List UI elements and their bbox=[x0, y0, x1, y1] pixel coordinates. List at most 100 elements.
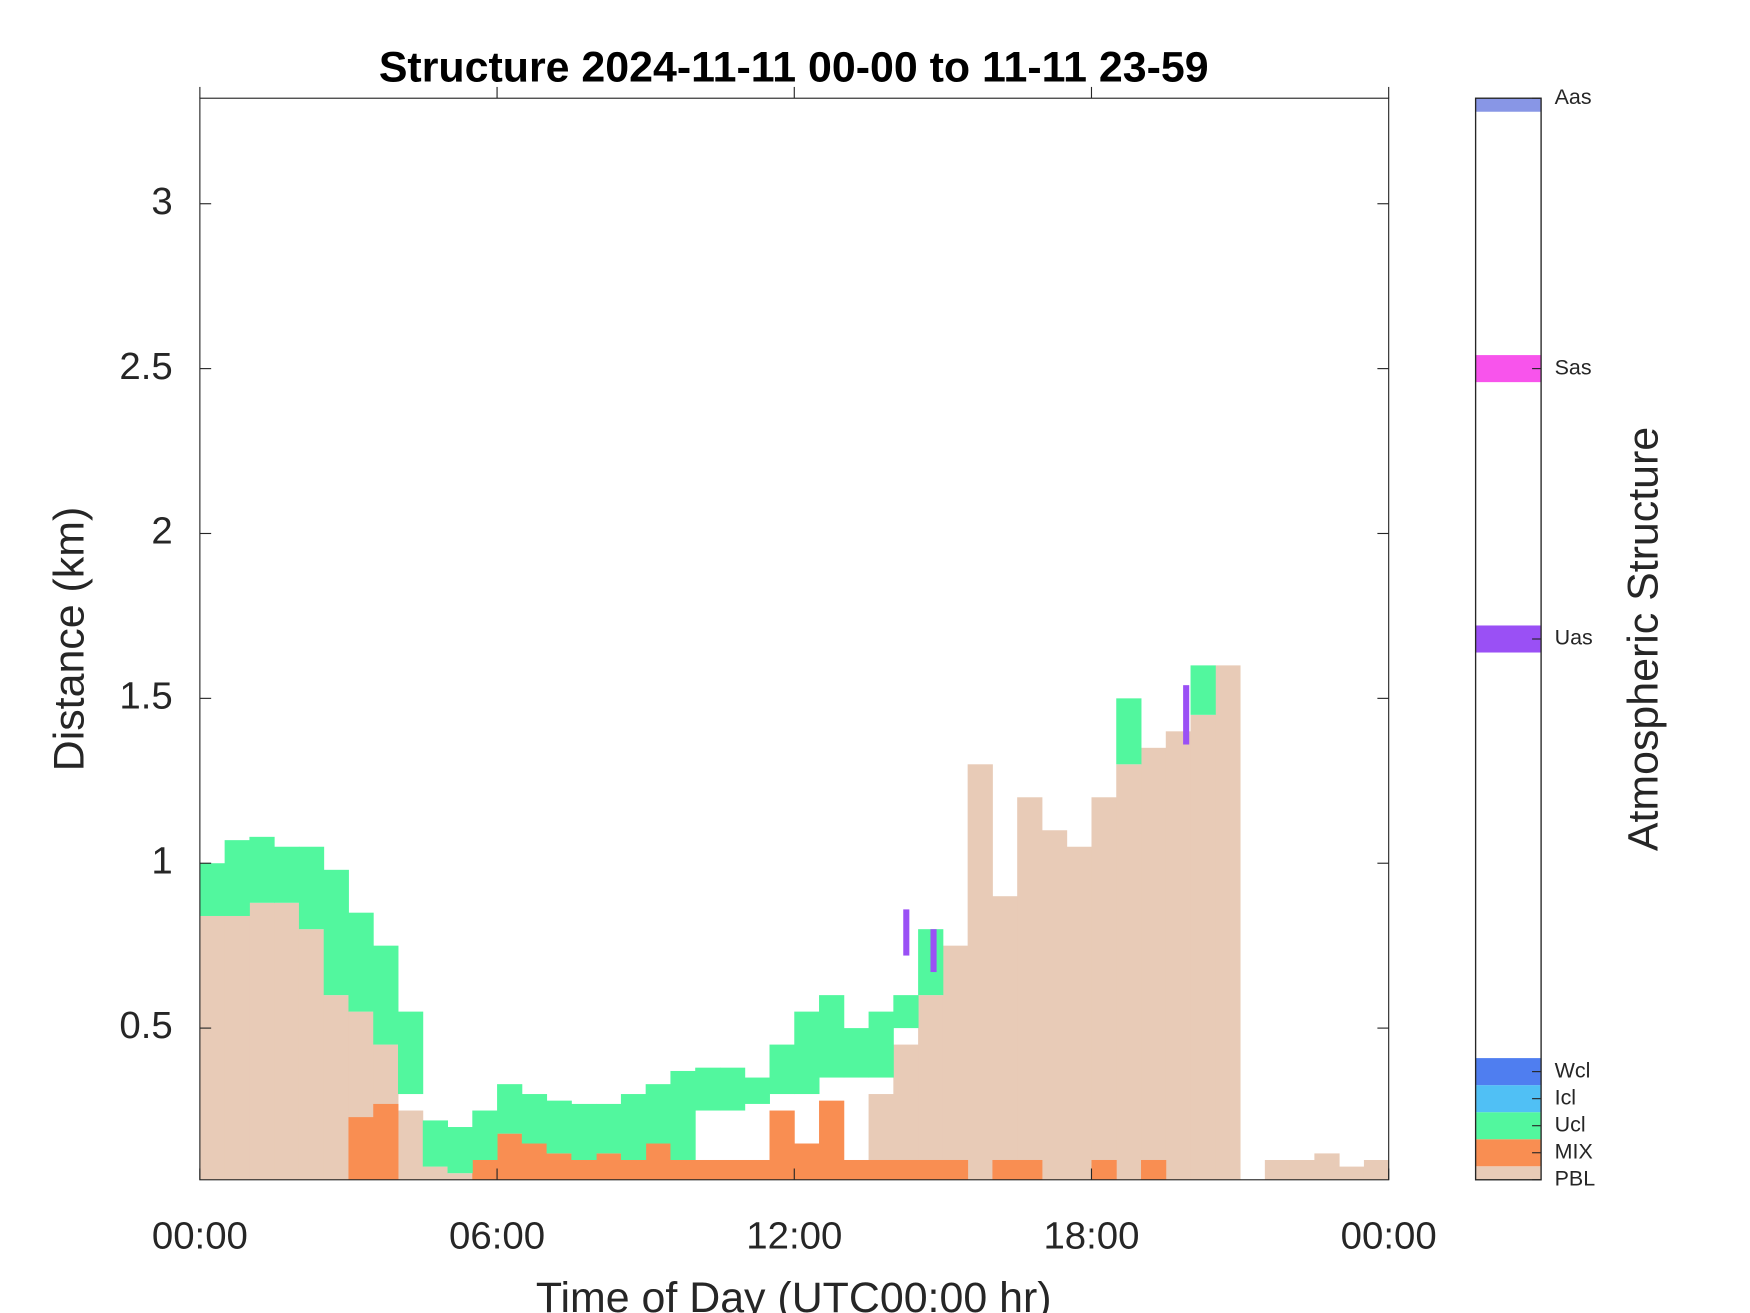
structure-cell bbox=[918, 1159, 944, 1180]
structure-cell bbox=[868, 1011, 894, 1078]
y-tick-label: 2 bbox=[151, 510, 172, 553]
structure-cell bbox=[769, 1110, 795, 1180]
structure-cell bbox=[521, 1143, 548, 1180]
structure-cell bbox=[1264, 1159, 1291, 1180]
structure-cell bbox=[744, 1077, 770, 1104]
structure-cell bbox=[323, 995, 349, 1180]
structure-cell bbox=[695, 1159, 721, 1180]
structure-cell bbox=[398, 1110, 424, 1180]
structure-cell bbox=[546, 1153, 572, 1180]
structure-cell bbox=[992, 896, 1018, 1180]
colorbar-band bbox=[1475, 355, 1542, 383]
structure-cell bbox=[1183, 685, 1190, 745]
structure-cell bbox=[1091, 797, 1117, 1180]
colorbar-box bbox=[1474, 97, 1542, 1181]
chart-title: Structure 2024-11-11 00-00 to 11-11 23-5… bbox=[379, 43, 1209, 91]
structure-cell bbox=[1116, 698, 1142, 765]
structure-cell bbox=[422, 1166, 448, 1180]
structure-cell bbox=[1116, 764, 1142, 1180]
structure-cell bbox=[1017, 1159, 1043, 1180]
structure-cell bbox=[224, 915, 250, 1180]
colorbar-label: Uas bbox=[1555, 626, 1593, 650]
structure-cell bbox=[719, 1159, 746, 1180]
structure-cell bbox=[571, 1103, 597, 1160]
structure-cell bbox=[843, 1159, 870, 1180]
structure-cell bbox=[819, 1100, 845, 1180]
structure-cell bbox=[620, 1094, 647, 1160]
structure-cell bbox=[447, 1127, 473, 1174]
colorbar-band bbox=[1475, 1139, 1542, 1167]
structure-cell bbox=[893, 1159, 919, 1180]
structure-cell bbox=[1165, 731, 1192, 1180]
structure-cell bbox=[1141, 1159, 1167, 1180]
structure-cell bbox=[323, 869, 349, 996]
structure-cell bbox=[670, 1070, 696, 1160]
structure-cell bbox=[794, 1143, 820, 1180]
colorbar-label: Ucl bbox=[1555, 1112, 1586, 1136]
structure-cell bbox=[472, 1110, 498, 1160]
colorbar-label: Wcl bbox=[1555, 1058, 1591, 1082]
structure-cell bbox=[298, 929, 325, 1180]
structure-cell bbox=[447, 1173, 473, 1180]
structure-cell bbox=[274, 846, 300, 903]
structure-cell bbox=[744, 1159, 770, 1180]
structure-cell bbox=[645, 1084, 671, 1144]
colorbar-band bbox=[1475, 98, 1542, 112]
colorbar-band bbox=[1475, 1112, 1542, 1140]
structure-cell bbox=[1190, 714, 1216, 1180]
structure-cell bbox=[373, 1103, 399, 1180]
structure-cell bbox=[596, 1153, 622, 1180]
structure-cell bbox=[843, 1028, 870, 1078]
colorbar-label: MIX bbox=[1555, 1139, 1593, 1163]
structure-cell bbox=[546, 1100, 572, 1154]
structure-cell bbox=[373, 945, 399, 1045]
structure-cell bbox=[967, 764, 993, 1180]
structure-cell bbox=[249, 836, 275, 903]
structure-cell bbox=[992, 1159, 1018, 1180]
colorbar-label: Icl bbox=[1555, 1085, 1576, 1109]
y-tick-label: 1.5 bbox=[119, 674, 172, 717]
structure-cell bbox=[249, 902, 275, 1180]
colorbar-band bbox=[1475, 1166, 1542, 1180]
y-axis-label: Distance (km) bbox=[46, 507, 94, 772]
y-tick-label: 1 bbox=[151, 839, 172, 882]
structure-cell bbox=[942, 1159, 969, 1180]
structure-cell bbox=[930, 929, 937, 973]
structure-cell bbox=[398, 1011, 424, 1095]
structure-cell bbox=[645, 1143, 671, 1180]
structure-cell bbox=[1041, 830, 1068, 1180]
structure-cell bbox=[893, 995, 919, 1029]
structure-cell bbox=[903, 909, 910, 956]
x-tick-label: 00:00 bbox=[1341, 1215, 1437, 1258]
colorbar-band bbox=[1475, 1085, 1542, 1113]
structure-cell bbox=[719, 1067, 746, 1111]
structure-cell bbox=[819, 995, 845, 1078]
y-tick-label: 2.5 bbox=[119, 345, 172, 388]
x-axis-label: Time of Day (UTC00:00 hr) bbox=[536, 1274, 1052, 1313]
structure-cell bbox=[472, 1159, 498, 1180]
structure-cell bbox=[1314, 1153, 1340, 1180]
colorbar-band bbox=[1475, 625, 1542, 653]
structure-cell bbox=[893, 1044, 919, 1180]
structure-cell bbox=[422, 1120, 448, 1167]
y-tick-label: 3 bbox=[151, 180, 172, 223]
colorbar-label: Atmospheric Structure bbox=[1619, 427, 1667, 851]
x-tick-label: 06:00 bbox=[449, 1215, 545, 1258]
structure-cell bbox=[497, 1133, 523, 1180]
colorbar-label: Sas bbox=[1555, 355, 1592, 379]
structure-cell bbox=[1289, 1159, 1315, 1180]
colorbar-label: PBL bbox=[1555, 1166, 1596, 1190]
x-tick-label: 12:00 bbox=[746, 1215, 842, 1258]
structure-cell bbox=[769, 1044, 795, 1095]
structure-cell bbox=[1363, 1159, 1390, 1180]
y-tick-label: 0.5 bbox=[119, 1004, 172, 1047]
structure-cell bbox=[670, 1159, 696, 1180]
structure-cell bbox=[348, 912, 374, 1012]
x-tick-label: 18:00 bbox=[1043, 1215, 1139, 1258]
colorbar-label: Aas bbox=[1555, 85, 1592, 109]
structure-cell bbox=[1190, 665, 1216, 715]
structure-cell bbox=[1091, 1159, 1117, 1180]
structure-cell bbox=[1215, 665, 1241, 1180]
structure-cell bbox=[1017, 797, 1043, 1180]
